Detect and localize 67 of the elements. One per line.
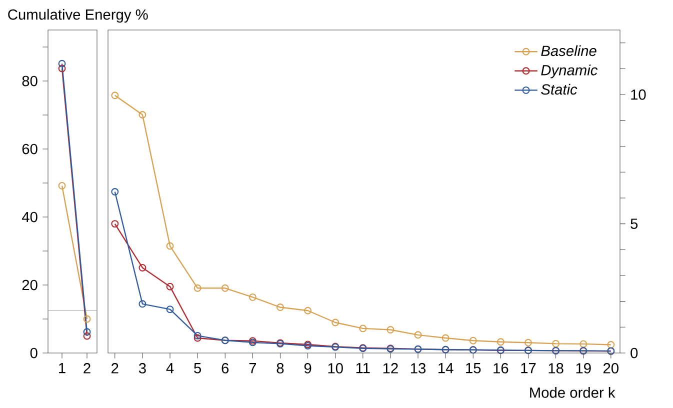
x-tick-label: 18: [548, 363, 564, 374]
point: [524, 338, 532, 346]
x-tick-label: 7: [249, 363, 256, 374]
point: [442, 334, 450, 342]
legend-label: Dynamic: [541, 64, 598, 78]
point: [580, 340, 588, 348]
point: [58, 60, 66, 68]
legend-label: Static: [541, 84, 578, 95]
y-tick-label: 80: [22, 76, 38, 86]
point: [221, 284, 229, 292]
x-tick-label: 15: [466, 363, 481, 374]
point: [166, 306, 174, 314]
x-tick-label: 17: [521, 363, 536, 374]
y-axis-title: Cumulative Energy %: [8, 8, 148, 23]
point: [194, 284, 202, 292]
point: [83, 328, 91, 336]
point: [111, 220, 119, 228]
x-tick-label: 6: [222, 363, 229, 374]
point: [83, 332, 91, 340]
x-tick-label: 8: [276, 363, 284, 374]
point: [58, 182, 66, 190]
x-tick-label: 1: [59, 363, 66, 374]
point: [276, 304, 284, 311]
point: [166, 242, 174, 250]
point: [194, 332, 202, 340]
point: [83, 315, 91, 323]
x-tick-label: 20: [603, 363, 618, 374]
point: [138, 111, 146, 118]
point: [111, 188, 119, 196]
x-tick-label: 9: [304, 363, 312, 374]
y2-tick-label: 0: [630, 348, 638, 358]
x-tick-label: 19: [576, 363, 591, 374]
y-tick-label: 60: [22, 144, 38, 154]
legend-label: Baseline: [541, 45, 596, 56]
x-tick-label: 12: [383, 363, 398, 374]
x-tick-label: 3: [138, 363, 146, 374]
x-axis-title: Mode order k: [530, 387, 616, 398]
point: [607, 341, 615, 348]
x-tick-label: 16: [494, 363, 508, 374]
point: [166, 282, 174, 290]
y2-tick-label: 10: [631, 89, 646, 100]
x-tick-label: 2: [84, 363, 90, 374]
point: [138, 264, 146, 272]
x-tick-label: 11: [356, 363, 370, 374]
point: [359, 324, 367, 332]
point: [414, 331, 422, 339]
y-tick-label: 20: [22, 280, 38, 290]
y-tick-label: 0: [30, 348, 38, 358]
point: [194, 334, 202, 342]
y2-tick-label: 5: [630, 218, 638, 229]
point: [111, 92, 119, 100]
point: [469, 336, 477, 344]
x-tick-label: 2: [112, 363, 118, 374]
x-tick-label: 14: [438, 363, 454, 374]
point: [496, 338, 504, 346]
x-tick-label: 10: [328, 363, 343, 374]
point: [138, 300, 146, 308]
point: [58, 64, 66, 72]
point: [332, 318, 340, 326]
point: [248, 293, 256, 301]
point: [386, 326, 394, 334]
x-tick-label: 4: [166, 363, 174, 374]
point: [304, 306, 312, 314]
x-tick-label: 13: [410, 363, 426, 374]
y-tick-label: 40: [22, 212, 38, 222]
x-tick-label: 5: [194, 363, 202, 374]
point: [552, 340, 560, 348]
